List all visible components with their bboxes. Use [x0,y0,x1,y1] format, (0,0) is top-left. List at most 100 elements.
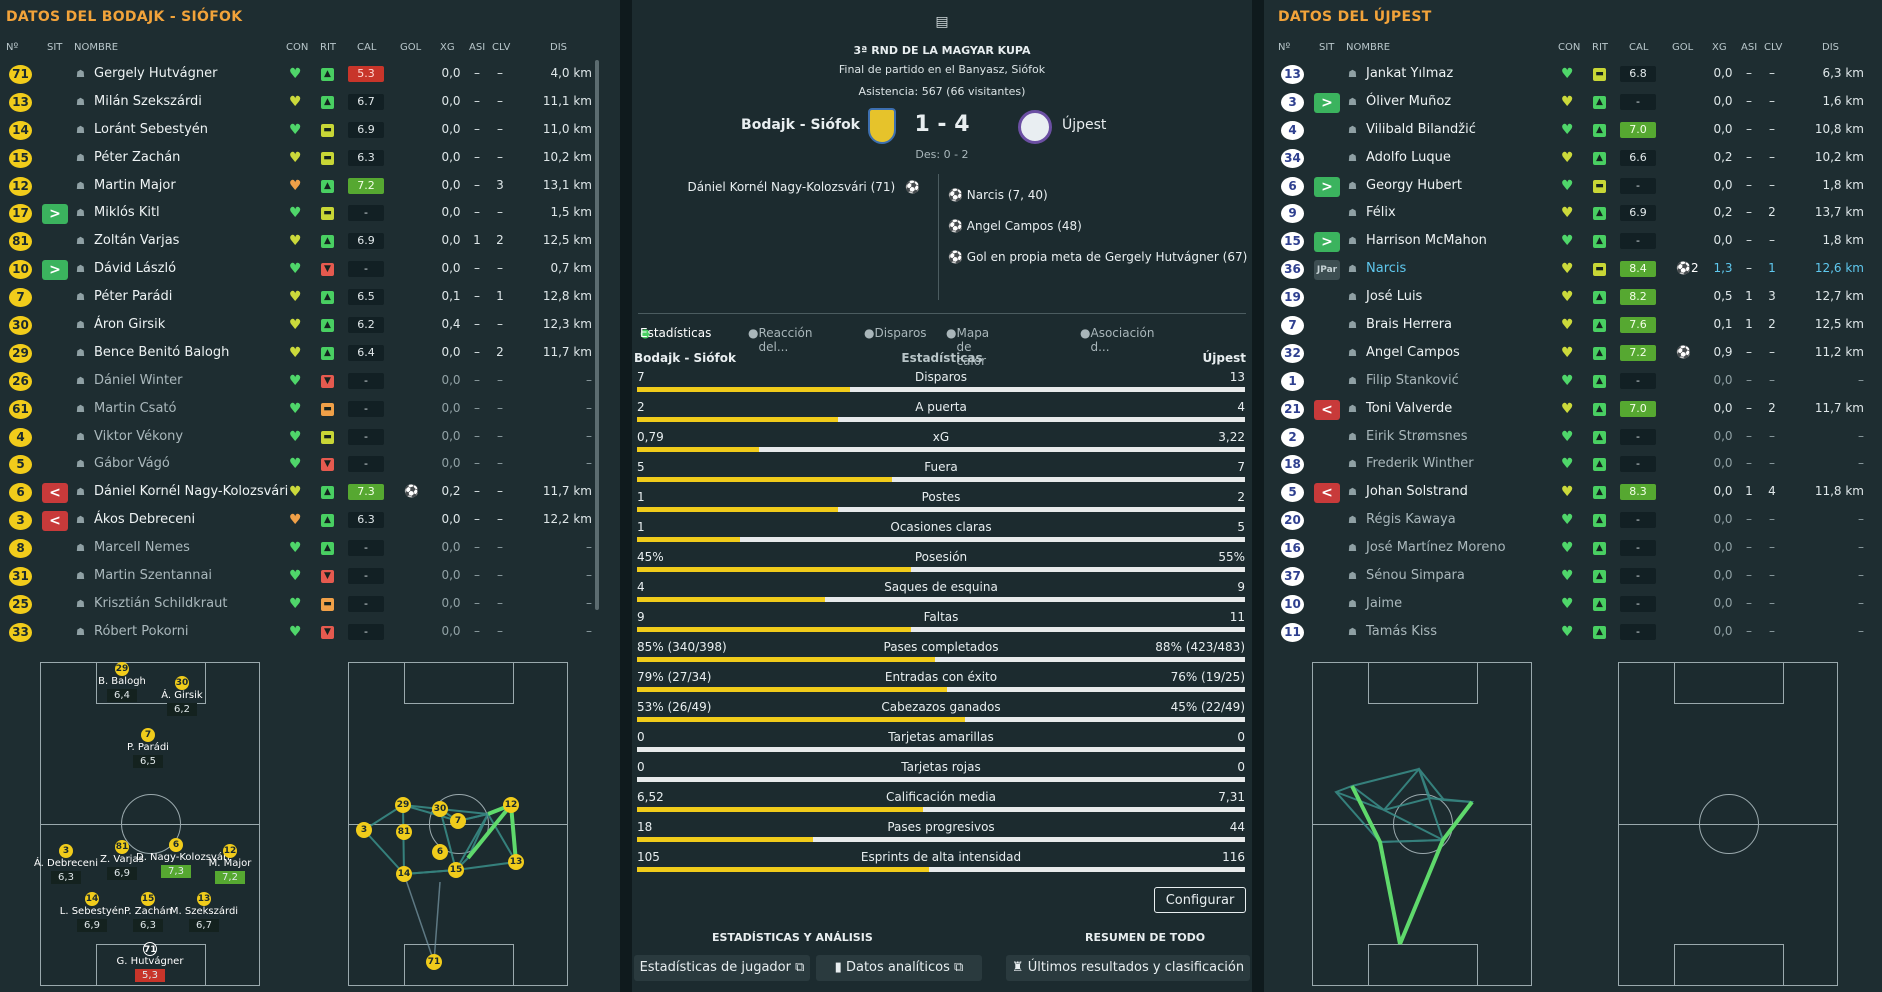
player-row[interactable]: 14 ☗ Loránt Sebestyén ♥ ▬ 6.9 0,0– –11,0 km [0,116,620,144]
passmap-node[interactable]: 14 [396,866,412,882]
player-name[interactable]: Ákos Debreceni [94,512,196,528]
player-row[interactable]: 4 ☗ Vilibald Bilandžić ♥ ▲ 7.0 0,0– –10,8 km [1264,116,1882,144]
formation-player[interactable]: 71 G. Hutvágner 5,3 [110,942,190,982]
col-con[interactable]: CON [286,42,309,53]
player-name[interactable]: Vilibald Bilandžić [1366,121,1476,137]
player-name[interactable]: Dániel Winter [94,372,183,388]
col-asi[interactable]: ASI [1741,42,1758,53]
configure-button[interactable]: Configurar [1154,887,1246,913]
player-row[interactable]: 3 < ☗ Ákos Debreceni ♥ ▲ 6.3 0,0– –12,2 km [0,506,620,534]
player-name[interactable]: Frederik Winther [1366,456,1474,472]
player-row[interactable]: 5 < ☗ Johan Solstrand ♥ ▲ 8.3 0,0 1 4 11,8 km [1264,478,1882,506]
player-row[interactable]: 10 ☗ Jaime ♥ ▲ -0,0– – – [1264,590,1882,618]
player-name[interactable]: Viktor Vékony [94,428,184,444]
player-row[interactable]: 20 ☗ Régis Kawaya ♥ ▲ -0,0– – – [1264,506,1882,534]
player-name[interactable]: Péter Zachán [94,149,181,165]
player-row[interactable]: 21 < ☗ Toni Valverde ♥ ▲ 7.0 0,0– 2 11,7 km [1264,395,1882,423]
player-row[interactable]: 15 ☗ Péter Zachán ♥ ▬ 6.3 0,0– –10,2 km [0,144,620,172]
home-list-scrollbar[interactable] [595,60,599,610]
player-row[interactable]: 26 ☗ Dániel Winter ♥ ▼ -0,0– – – [0,367,620,395]
col-con[interactable]: CON [1558,42,1581,53]
player-name[interactable]: Eirik Strømsnes [1366,428,1468,444]
col-num[interactable]: Nº [6,42,19,53]
player-name[interactable]: Félix [1366,205,1396,221]
player-row[interactable]: 30 ☗ Áron Girsik ♥ ▲ 6.2 0,4– –12,3 km [0,311,620,339]
formation-player[interactable]: 12 M. Major 7,2 [208,844,252,884]
passmap-node[interactable]: 71 [426,954,442,970]
home-team-name[interactable]: Bodajk - Siófok [741,117,860,133]
player-row[interactable]: 8 ☗ Marcell Nemes ♥ ▲ -0,0– – – [0,534,620,562]
player-row[interactable]: 6 < ☗ Dániel Kornél Nagy-Kolozsvári ♥ ▲ 7.3 ⚽ 0,… [0,478,620,506]
passmap-node[interactable]: 13 [508,854,524,870]
player-name[interactable]: Jankat Yılmaz [1366,66,1454,81]
formation-player[interactable]: 81 Z. Varjas 6,9 [100,840,144,880]
player-row[interactable]: 13 ☗ Milán Szekszárdi ♥ ▲ 6.7 0,0– –11,1 km [0,88,620,116]
tab-asociacion[interactable]: ● Asociación d... [1080,326,1155,354]
player-row[interactable]: 9 ☗ Félix ♥ ▲ 6.9 0,2– 2 13,7 km [1264,199,1882,227]
col-rit[interactable]: RIT [320,42,337,53]
player-row[interactable]: 7 ☗ Péter Parádi ♥ ▲ 6.5 0,1– 1 12,8 km [0,283,620,311]
col-clv[interactable]: CLV [1764,42,1783,53]
player-row[interactable]: 10 > ☗ Dávid László ♥ ▼ -0,0– –0,7 km [0,255,620,283]
player-row[interactable]: 5 ☗ Gábor Vágó ♥ ▼ -0,0– – – [0,450,620,478]
player-name[interactable]: Krisztián Schildkraut [94,595,228,611]
player-row[interactable]: 15 > ☗ Harrison McMahon ♥ ▲ -0,0– –1,8 km [1264,227,1882,255]
player-name[interactable]: Brais Herrera [1366,317,1453,333]
col-asi[interactable]: ASI [469,42,486,53]
player-row[interactable]: 25 ☗ Krisztián Schildkraut ♥ ▬ -0,0– – – [0,590,620,618]
player-name[interactable]: Toni Valverde [1366,400,1453,416]
player-name[interactable]: Martin Csató [94,400,177,416]
col-num[interactable]: Nº [1278,42,1291,53]
player-row[interactable]: 19 ☗ José Luis ♥ ▲ 8.2 0,5 1 3 12,7 km [1264,283,1882,311]
player-stats-button[interactable]: Estadísticas de jugador ⧉ [634,955,810,981]
passmap-node[interactable]: 3 [356,822,372,838]
player-name[interactable]: Dániel Kornél Nagy-Kolozsvári [94,484,289,500]
formation-player[interactable]: 14 L. Sebestyén 6,9 [59,892,125,932]
formation-player[interactable]: 3 Á. Debreceni 6,3 [33,844,99,884]
analytics-button[interactable]: ▮ Datos analíticos ⧉ [816,955,982,981]
passmap-node[interactable]: 15 [448,862,464,878]
col-name[interactable]: NOMBRE [1346,42,1391,53]
col-sit[interactable]: SIT [1319,42,1335,53]
player-name[interactable]: Martin Major [94,177,176,193]
player-row[interactable]: 3 > ☗ Óliver Muñoz ♥ ▲ -0,0– –1,6 km [1264,88,1882,116]
player-name[interactable]: Sénou Simpara [1366,568,1465,584]
col-name[interactable]: NOMBRE [74,42,119,53]
player-name[interactable]: Dávid László [94,261,177,277]
player-name[interactable]: Filip Stanković [1366,372,1459,388]
passmap-node[interactable]: 12 [503,797,519,813]
player-name[interactable]: Áron Girsik [94,317,166,333]
tab-reaccion[interactable]: ● Reacción del... [748,326,813,354]
player-row[interactable]: 71 ☗ Gergely Hutvágner ♥ ▲ 5.3 0,0– –4,0 km [0,60,620,88]
player-name[interactable]: Harrison McMahon [1366,233,1487,249]
formation-player[interactable]: 15 P. Zachán 6,3 [123,892,173,932]
player-name[interactable]: Adolfo Luque [1366,149,1451,165]
player-name[interactable]: Martin Szentannai [94,568,213,584]
player-row[interactable]: 6 > ☗ Georgy Hubert ♥ ▬ -0,0– –1,8 km [1264,172,1882,200]
player-row[interactable]: 31 ☗ Martin Szentannai ♥ ▼ -0,0– – – [0,562,620,590]
passmap-node[interactable]: 81 [396,824,412,840]
tab-mapa-calor[interactable]: ● Mapa de calor [946,326,990,368]
home-scorer-text[interactable]: Dániel Kornél Nagy-Kolozsvári (71) [687,180,896,194]
player-row[interactable]: 61 ☗ Martin Csató ♥ ▬ -0,0– – – [0,395,620,423]
passmap-node[interactable]: 29 [395,797,411,813]
player-name[interactable]: Angel Campos [1366,344,1460,360]
player-row[interactable]: 36 JPar ☗ Narcis ♥ ▬ 8.4 ⚽2 1,3– 1 12,6 km [1264,255,1882,283]
player-name[interactable]: Georgy Hubert [1366,177,1462,193]
player-name[interactable]: Róbert Pokorni [94,623,189,639]
player-name[interactable]: José Martínez Moreno [1366,540,1506,556]
passmap-node[interactable]: 6 [432,844,448,860]
player-name[interactable]: Loránt Sebestyén [94,121,209,137]
player-row[interactable]: 12 ☗ Martin Major ♥ ▲ 7.2 0,0– 3 13,1 km [0,172,620,200]
away-team-name[interactable]: Újpest [1062,117,1107,133]
player-row[interactable]: 1 ☗ Filip Stanković ♥ ▲ -0,0– – – [1264,367,1882,395]
player-name[interactable]: Milán Szekszárdi [94,93,202,109]
passmap-node[interactable]: 30 [432,801,448,817]
player-row[interactable]: 11 ☗ Tamás Kiss ♥ ▲ -0,0– – – [1264,618,1882,646]
player-row[interactable]: 81 ☗ Zoltán Varjas ♥ ▲ 6.9 0,0 1 2 12,5 km [0,227,620,255]
player-name[interactable]: Óliver Muñoz [1366,93,1452,109]
col-dis[interactable]: DIS [550,42,567,53]
player-row[interactable]: 29 ☗ Bence Benitó Balogh ♥ ▲ 6.4 0,0– 2 11,7 km [0,339,620,367]
formation-player[interactable]: 30 Á. Girsik 6,2 [161,676,203,716]
player-name[interactable]: José Luis [1366,289,1423,305]
